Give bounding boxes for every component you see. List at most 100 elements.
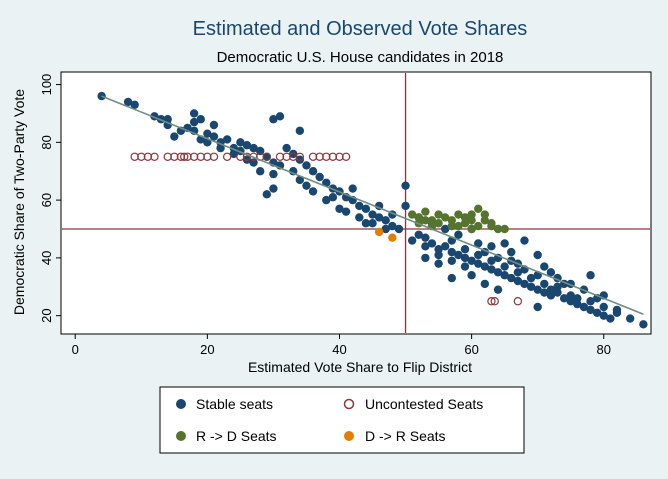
point-stable [335, 204, 344, 213]
point-stable [546, 291, 556, 300]
point-stable [196, 115, 205, 124]
point-stable [454, 250, 463, 260]
point-stable [421, 253, 430, 263]
point-stable [559, 294, 569, 303]
point-stable [361, 204, 371, 213]
point-stable [361, 219, 371, 228]
point-stable [573, 294, 582, 303]
point-stable [262, 152, 272, 161]
point-stable [308, 167, 318, 176]
point-stable [381, 224, 390, 234]
y-tick-label: 80 [39, 135, 54, 149]
point-r-to-d [500, 224, 509, 234]
point-stable [526, 282, 536, 291]
point-stable [249, 158, 258, 167]
point-stable [295, 126, 305, 135]
y-tick-label: 40 [39, 251, 54, 265]
point-r-to-d [474, 204, 483, 213]
axes: 0 20 40 60 80 20 40 60 80 100 [39, 74, 611, 357]
y-tick-label: 60 [39, 193, 54, 207]
point-stable [566, 297, 575, 306]
point-stable [460, 245, 470, 254]
point-stable [533, 250, 542, 260]
legend-marker-stable [176, 399, 186, 409]
point-stable [368, 219, 377, 228]
point-stable [388, 221, 397, 231]
chart-title: Estimated and Observed Vote Shares [193, 18, 528, 40]
point-stable [540, 262, 549, 271]
point-stable [440, 242, 450, 251]
point-stable [209, 120, 219, 130]
point-stable [256, 167, 265, 176]
point-r-to-d [460, 219, 470, 228]
point-stable [599, 302, 608, 312]
point-r-to-d [493, 224, 503, 234]
point-uncontested [295, 152, 305, 161]
point-stable [493, 268, 503, 277]
point-r-to-d [460, 213, 470, 222]
legend-marker-uncontested [343, 398, 355, 410]
point-uncontested [222, 152, 232, 161]
point-r-to-d [407, 210, 417, 219]
point-stable [407, 236, 417, 245]
point-stable [579, 302, 589, 312]
point-stable [229, 149, 238, 159]
point-stable [123, 97, 133, 107]
point-stable [507, 273, 516, 283]
point-uncontested [180, 152, 189, 161]
point-r-to-d [480, 210, 490, 219]
point-stable [222, 135, 232, 144]
point-stable [586, 271, 595, 280]
point-stable [189, 109, 199, 118]
point-r-to-d [487, 221, 496, 231]
point-stable [487, 265, 496, 274]
legend: Stable seats Uncontested Seats R -> D Se… [159, 386, 525, 454]
point-stable [540, 288, 549, 297]
point-stable [553, 282, 562, 291]
point-uncontested [341, 152, 351, 161]
point-stable [236, 138, 245, 147]
point-stable [275, 112, 285, 121]
point-d-to-r [388, 233, 397, 242]
point-stable [474, 250, 483, 260]
point-stable [447, 273, 456, 283]
point-stable [573, 299, 582, 309]
point-r-to-d [427, 216, 437, 225]
point-stable [513, 268, 523, 277]
point-stable [302, 181, 311, 190]
x-tick-label: 20 [200, 342, 214, 357]
legend-label-r-to-d: R -> D Seats [196, 428, 277, 444]
point-uncontested [262, 152, 272, 161]
plot-region [62, 73, 650, 333]
point-stable [625, 314, 635, 323]
point-stable [374, 213, 384, 222]
x-tick-label: 60 [464, 342, 478, 357]
point-stable [328, 193, 338, 202]
point-stable [474, 259, 483, 268]
point-r-to-d [434, 210, 443, 219]
point-stable [434, 259, 443, 268]
point-stable [355, 201, 364, 211]
point-stable [189, 117, 199, 127]
point-stable [474, 239, 483, 248]
point-uncontested [487, 297, 496, 306]
point-stable [599, 311, 608, 320]
point-stable [427, 239, 437, 248]
fit-line [101, 95, 644, 315]
point-stable [454, 230, 463, 239]
point-stable [302, 161, 311, 170]
point-uncontested [490, 297, 499, 306]
point-stable [341, 207, 351, 216]
point-stable [520, 236, 529, 245]
point-stable [507, 247, 516, 257]
point-stable [434, 250, 443, 260]
point-stable [401, 201, 410, 211]
point-stable [487, 256, 496, 265]
point-stable [401, 181, 410, 190]
point-stable [315, 172, 324, 182]
point-stable [546, 268, 556, 277]
point-r-to-d [421, 207, 430, 216]
point-r-to-d [447, 216, 456, 225]
x-axis-label: Estimated Vote Share to Flip District [248, 359, 472, 375]
